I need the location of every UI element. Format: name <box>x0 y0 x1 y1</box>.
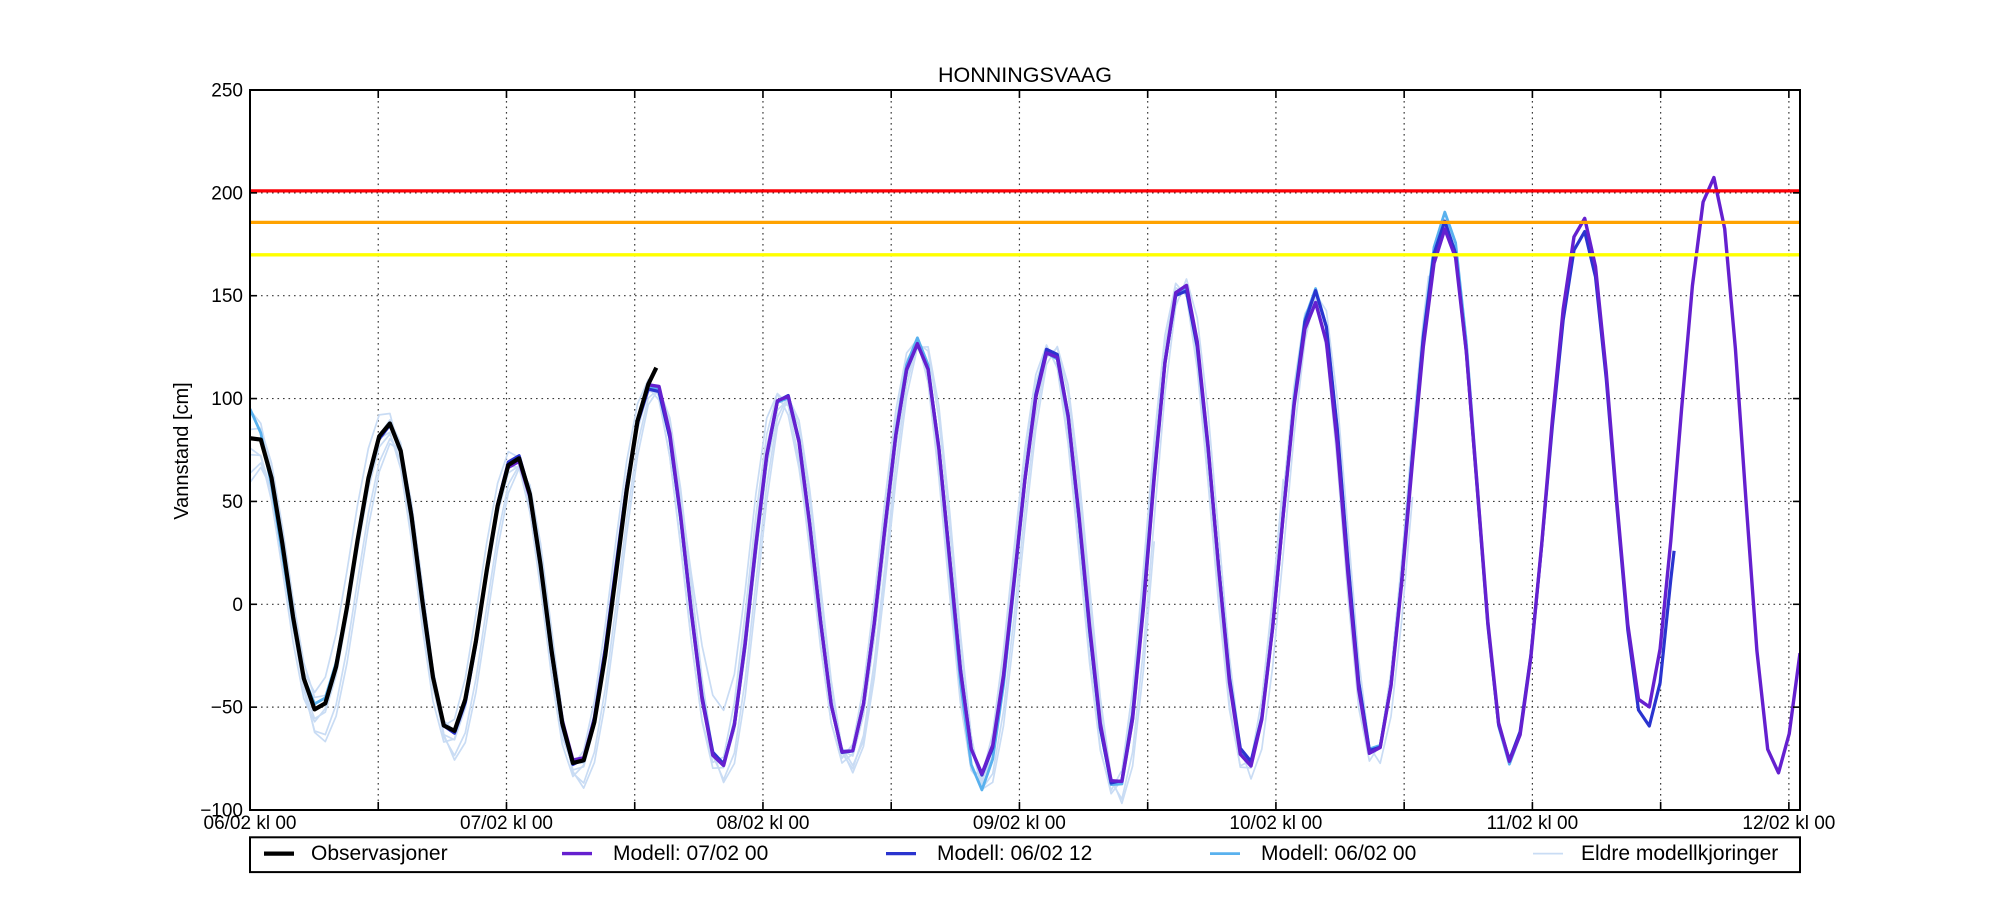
svg-text:11/02 kl 00: 11/02 kl 00 <box>1487 813 1579 834</box>
svg-text:−50: −50 <box>211 698 243 719</box>
svg-text:Observasjoner: Observasjoner <box>311 842 448 865</box>
svg-text:250: 250 <box>211 81 243 102</box>
svg-text:0: 0 <box>232 595 243 616</box>
svg-text:Modell: 06/02 12: Modell: 06/02 12 <box>937 842 1092 865</box>
svg-text:06/02 kl 00: 06/02 kl 00 <box>204 813 297 834</box>
svg-text:150: 150 <box>211 286 243 307</box>
svg-text:Vannstand [cm]: Vannstand [cm] <box>171 382 193 519</box>
svg-text:Modell: 07/02 00: Modell: 07/02 00 <box>613 842 768 865</box>
svg-text:100: 100 <box>211 389 243 410</box>
svg-text:07/02 kl 00: 07/02 kl 00 <box>460 813 553 834</box>
svg-text:HONNINGSVAAG: HONNINGSVAAG <box>938 63 1112 87</box>
svg-text:50: 50 <box>222 492 243 513</box>
svg-text:08/02 kl 00: 08/02 kl 00 <box>717 813 810 834</box>
svg-text:Modell: 06/02 00: Modell: 06/02 00 <box>1261 842 1416 865</box>
svg-text:09/02 kl 00: 09/02 kl 00 <box>973 813 1066 834</box>
svg-text:−100: −100 <box>200 801 243 822</box>
svg-text:200: 200 <box>211 183 243 204</box>
svg-text:10/02 kl 00: 10/02 kl 00 <box>1229 813 1322 834</box>
svg-text:Eldre modellkjoringer: Eldre modellkjoringer <box>1581 842 1778 865</box>
svg-text:12/02 kl 00: 12/02 kl 00 <box>1742 813 1835 834</box>
